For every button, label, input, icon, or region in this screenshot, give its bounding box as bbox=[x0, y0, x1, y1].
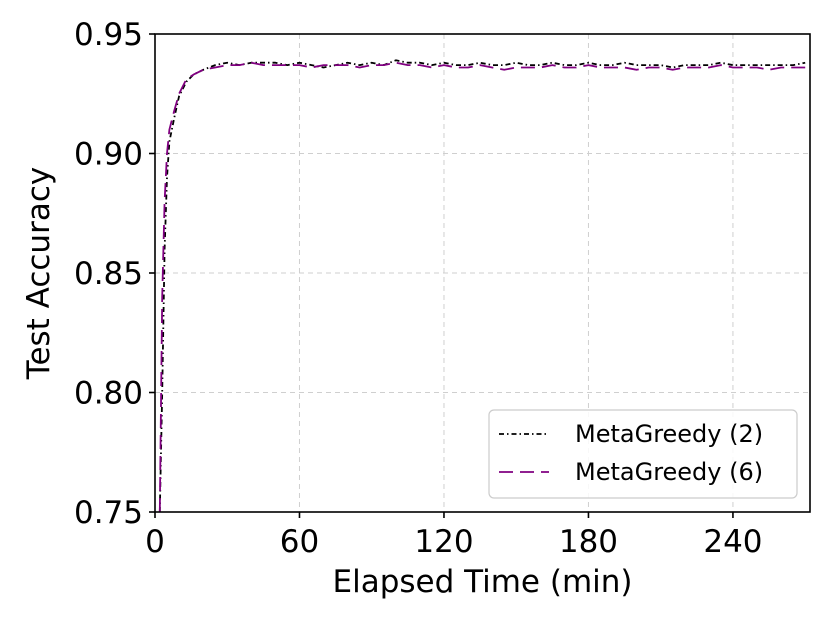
series-lines bbox=[158, 59, 806, 513]
y-tick-label: 0.80 bbox=[74, 376, 143, 412]
legend: MetaGreedy (2) MetaGreedy (6) bbox=[488, 409, 798, 499]
y-tick-label: 0.85 bbox=[74, 256, 143, 292]
y-tick-label: 0.90 bbox=[74, 137, 143, 173]
series-line-metagreedy-6 bbox=[158, 61, 806, 513]
legend-label-metagreedy-2: MetaGreedy (2) bbox=[575, 420, 763, 448]
x-axis-ticks: 0 60 120 180 240 bbox=[145, 512, 763, 560]
legend-label-metagreedy-6: MetaGreedy (6) bbox=[575, 458, 763, 486]
x-tick-label: 180 bbox=[559, 524, 618, 560]
legend-box bbox=[488, 409, 798, 499]
y-axis-ticks: 0.75 0.80 0.85 0.90 0.95 bbox=[74, 17, 155, 531]
x-axis-label: Elapsed Time (min) bbox=[333, 564, 633, 600]
x-tick-label: 120 bbox=[414, 524, 473, 560]
x-tick-label: 0 bbox=[145, 524, 165, 560]
x-tick-label: 60 bbox=[280, 524, 319, 560]
y-tick-label: 0.75 bbox=[74, 495, 143, 531]
x-tick-label: 240 bbox=[703, 524, 762, 560]
series-line-metagreedy-2 bbox=[158, 59, 806, 513]
y-tick-label: 0.95 bbox=[74, 17, 143, 53]
y-axis-label: Test Accuracy bbox=[21, 167, 57, 380]
